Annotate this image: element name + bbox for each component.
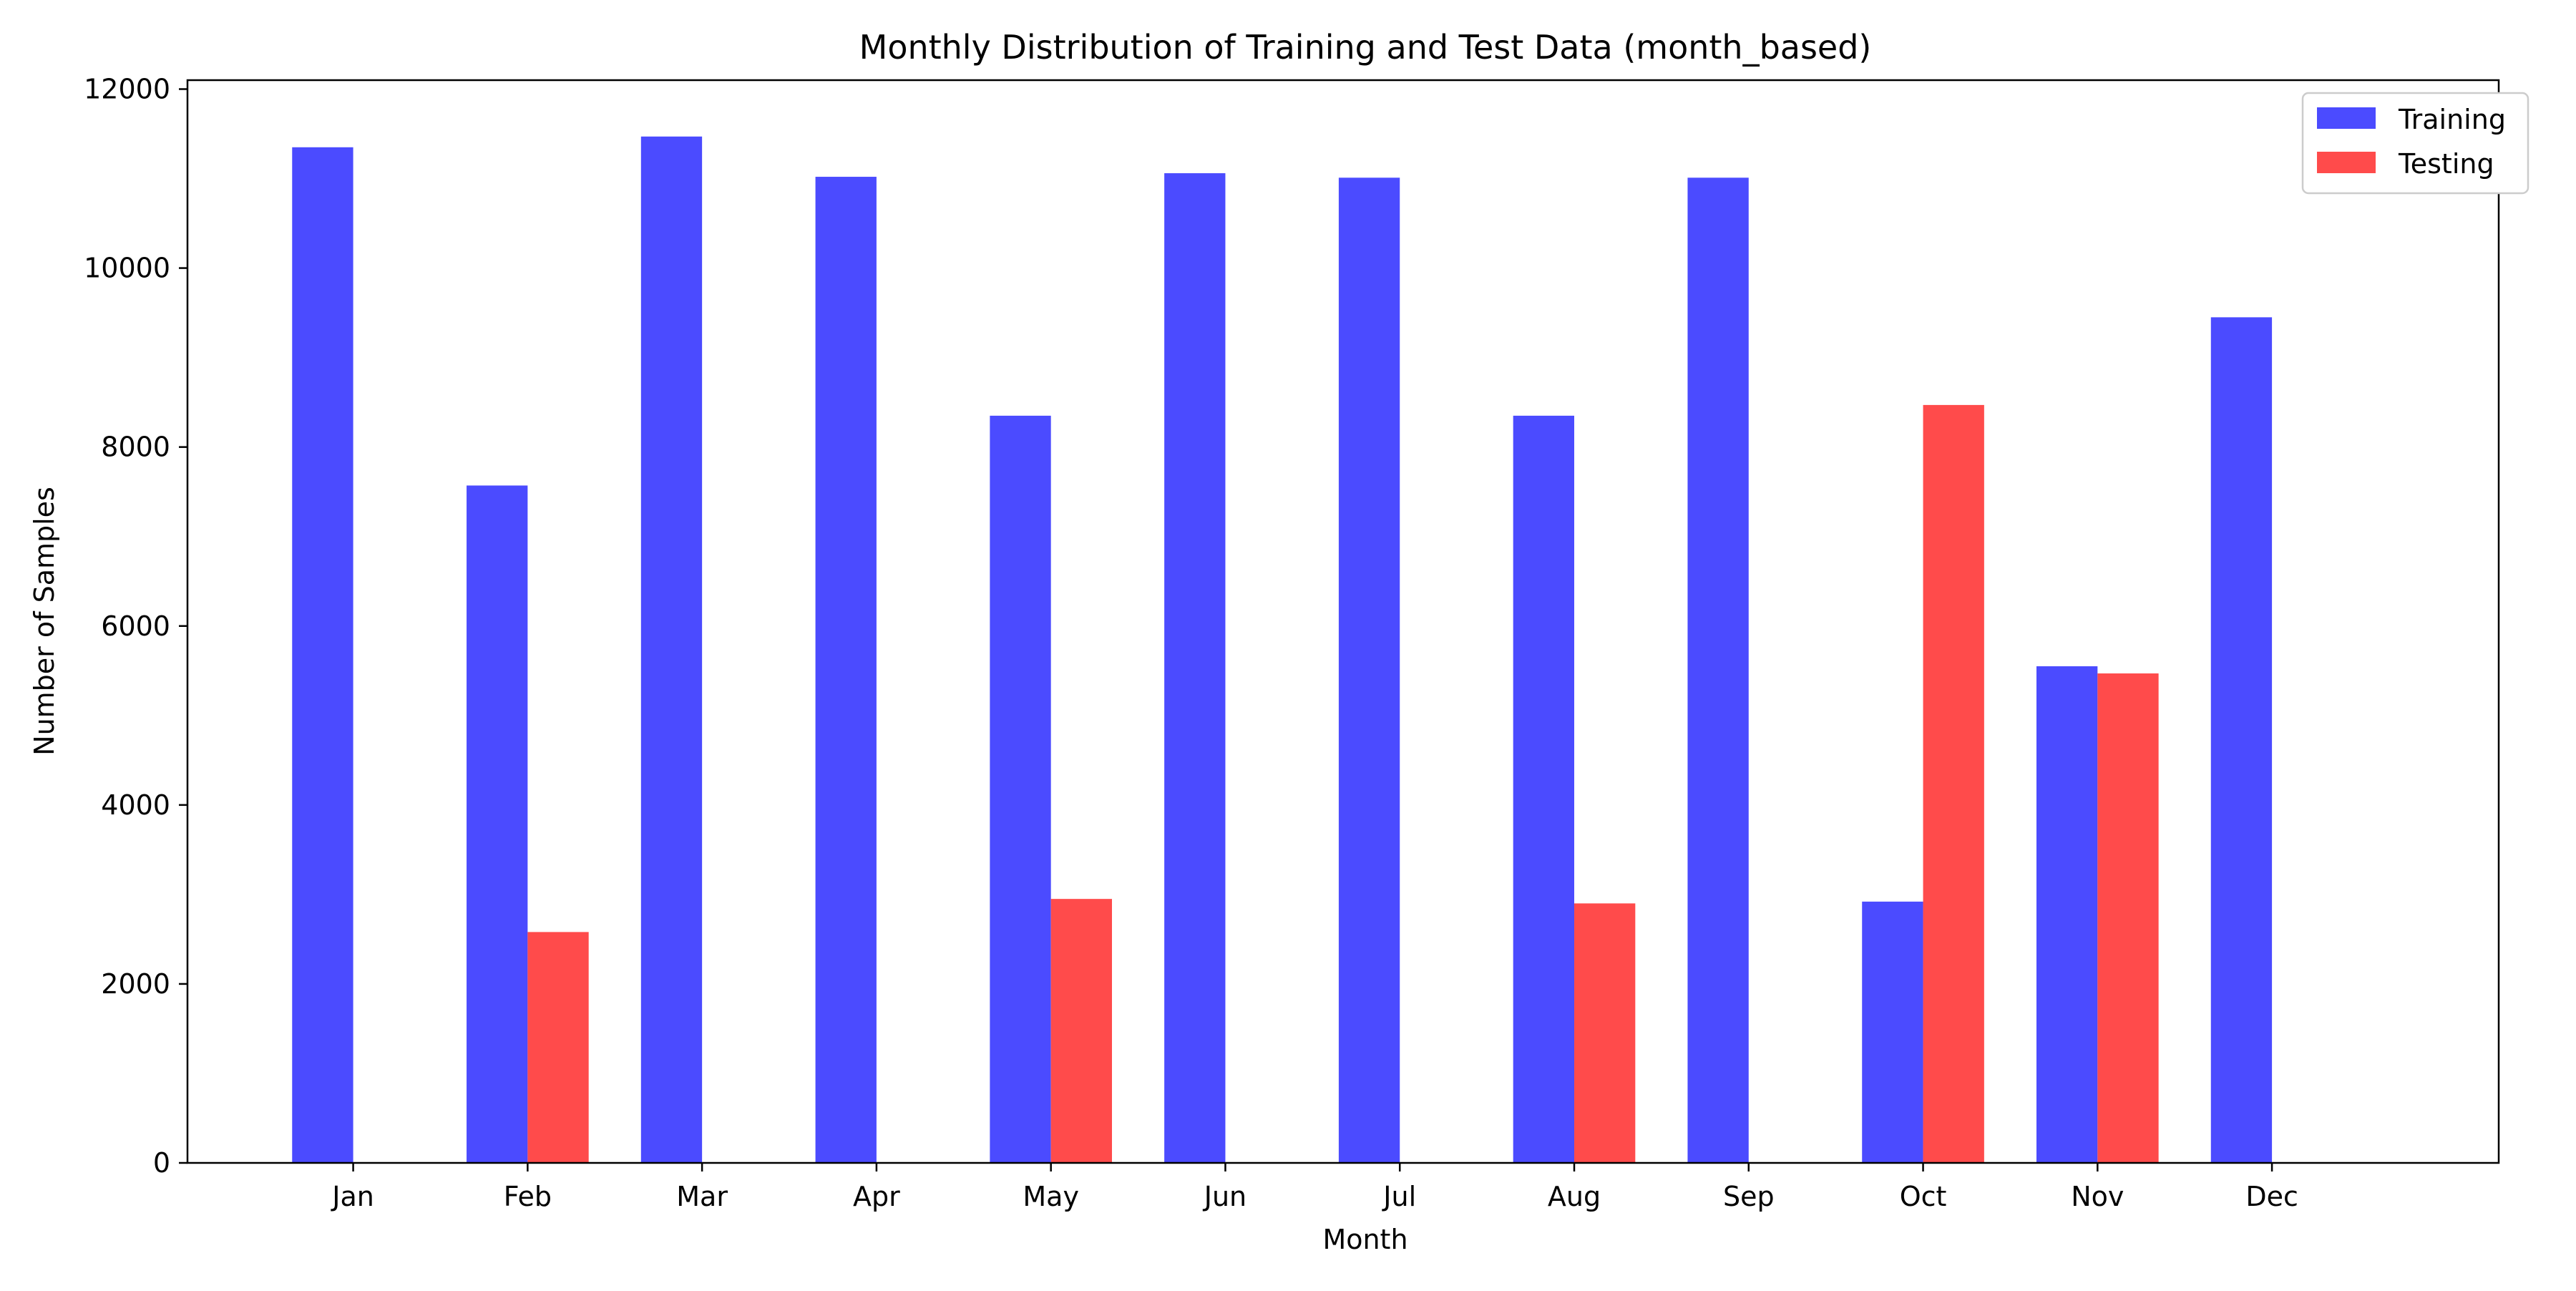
y-axis-label: Number of Samples xyxy=(29,487,60,756)
y-tick-label: 10000 xyxy=(84,253,170,284)
bar-training-feb xyxy=(467,485,528,1163)
axes-layer: 0 2000 4000 6000 8000 10000 12000 Jan Feb Mar Apr M… xyxy=(84,74,2500,1212)
x-tick-label: Aug xyxy=(1548,1181,1601,1212)
bar-testing-feb xyxy=(527,932,589,1163)
y-tick-label: 0 xyxy=(153,1147,170,1179)
bars-layer xyxy=(292,136,2273,1163)
legend-swatch-training xyxy=(2317,107,2376,129)
legend-label-training: Training xyxy=(2398,104,2506,135)
bar-training-jan xyxy=(292,147,353,1163)
x-tick-label: Mar xyxy=(676,1181,728,1212)
bar-training-jun xyxy=(1164,173,1226,1163)
bar-training-aug xyxy=(1513,415,1574,1163)
bar-training-apr xyxy=(815,177,877,1163)
x-tick-label: Jun xyxy=(1203,1181,1246,1212)
bar-training-oct xyxy=(1862,901,1923,1163)
y-tick-label: 4000 xyxy=(101,789,170,821)
x-tick-label: Oct xyxy=(1900,1181,1947,1212)
legend-label-testing: Testing xyxy=(2398,148,2494,180)
chart-title: Monthly Distribution of Training and Tes… xyxy=(859,28,1872,67)
bar-training-nov xyxy=(2036,666,2098,1163)
x-tick-label: Jul xyxy=(1382,1181,1416,1212)
bar-training-jul xyxy=(1338,177,1400,1163)
bar-training-dec xyxy=(2210,317,2273,1163)
bar-training-mar xyxy=(640,136,703,1163)
x-tick-label: May xyxy=(1023,1181,1079,1212)
y-tick-label: 6000 xyxy=(101,610,170,642)
bar-training-sep xyxy=(1687,177,1749,1163)
bar-testing-may xyxy=(1050,899,1112,1163)
x-tick-label: Sep xyxy=(1723,1181,1775,1212)
x-tick-label: Jan xyxy=(331,1181,374,1212)
y-tick-label: 2000 xyxy=(101,968,170,1000)
bar-testing-oct xyxy=(1923,404,1984,1163)
bar-testing-aug xyxy=(1574,903,1636,1163)
legend: Training Testing xyxy=(2301,92,2529,195)
x-axis-label: Month xyxy=(1322,1224,1407,1255)
legend-swatch-testing xyxy=(2317,152,2376,173)
y-tick-label: 12000 xyxy=(84,74,170,105)
plot-frame xyxy=(186,79,2500,1164)
x-tick-label: Nov xyxy=(2071,1181,2124,1212)
y-tick-label: 8000 xyxy=(101,432,170,463)
x-tick-label: Apr xyxy=(853,1181,900,1212)
bar-testing-nov xyxy=(2097,673,2159,1163)
x-tick-label: Feb xyxy=(504,1181,552,1212)
bar-training-may xyxy=(990,415,1051,1163)
x-tick-label: Dec xyxy=(2245,1181,2298,1212)
